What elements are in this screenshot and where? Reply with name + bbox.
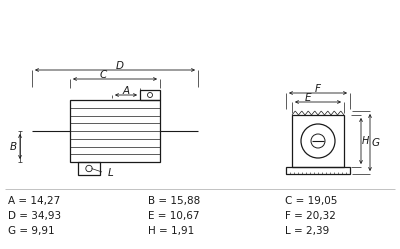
- Text: G = 9,91: G = 9,91: [8, 226, 55, 236]
- Text: A: A: [122, 86, 130, 96]
- Text: H = 1,91: H = 1,91: [148, 226, 194, 236]
- Text: B: B: [10, 141, 16, 151]
- Text: L: L: [108, 168, 114, 178]
- Bar: [140, 90, 160, 100]
- Text: B = 15,88: B = 15,88: [148, 196, 200, 206]
- Text: C: C: [99, 70, 107, 80]
- Text: E = 10,67: E = 10,67: [148, 211, 200, 221]
- Text: H: H: [361, 136, 369, 146]
- Text: G: G: [372, 137, 380, 147]
- Bar: [292, 115, 344, 167]
- Bar: [286, 167, 350, 174]
- Text: E: E: [305, 93, 311, 103]
- Bar: [78, 162, 100, 175]
- Text: F: F: [315, 84, 321, 94]
- Text: L = 2,39: L = 2,39: [285, 226, 329, 236]
- Bar: [70, 100, 160, 162]
- Text: C = 19,05: C = 19,05: [285, 196, 337, 206]
- Text: D: D: [116, 61, 124, 71]
- Text: A = 14,27: A = 14,27: [8, 196, 60, 206]
- Text: F = 20,32: F = 20,32: [285, 211, 336, 221]
- Text: D = 34,93: D = 34,93: [8, 211, 61, 221]
